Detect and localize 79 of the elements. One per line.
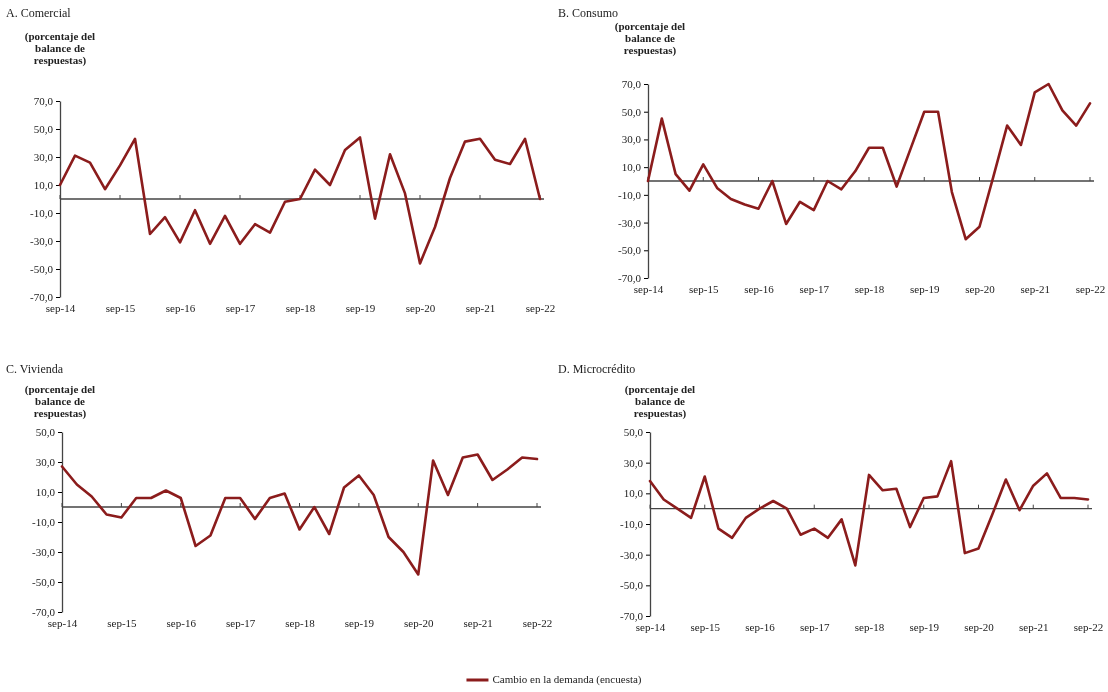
x-tick-label: sep-20 [405,301,436,314]
x-tick-label: sep-16 [165,301,196,314]
y-tick-label: -50,0 [30,263,54,276]
x-tick-label: sep-16 [166,616,197,629]
x-tick-label: sep-20 [964,620,995,633]
line-series [60,453,539,576]
y-tick-label: 10,0 [623,487,644,500]
x-tick-label: sep-18 [854,620,885,633]
line-series [646,82,1092,241]
x-tick-label: sep-21 [463,616,493,629]
y-tick-label: 50,0 [33,123,54,136]
y-tick-label: -50,0 [618,244,642,257]
line-series [648,459,1090,567]
x-tick-label: sep-21 [465,301,496,314]
y-tick-label: -70,0 [32,606,56,619]
x-tick-label: sep-14 [635,620,666,633]
y-tick-label: 10,0 [621,161,642,174]
y-tick-label: -70,0 [30,291,54,304]
x-tick-label: sep-17 [799,282,830,295]
y-tick-label: 70,0 [33,95,54,108]
x-tick-label: sep-20 [965,282,996,295]
x-tick-label: sep-17 [800,620,830,633]
x-tick-label: sep-18 [285,616,316,629]
x-tick-label: sep-14 [47,616,78,629]
x-tick-label: sep-17 [225,301,256,314]
x-tick-label: sep-21 [1020,282,1050,295]
x-tick-label: sep-18 [854,282,885,295]
x-tick-label: sep-21 [1019,620,1049,633]
legend-label: Cambio en la demanda (encuesta) [492,672,642,686]
y-tick-label: 70,0 [621,78,642,91]
y-tick-label: -10,0 [30,207,54,220]
y-tick-label: -50,0 [620,579,644,592]
x-tick-label: sep-22 [1073,620,1104,633]
y-tick-label: -70,0 [618,272,642,285]
y-tick-label: 30,0 [621,133,642,146]
x-tick-label: sep-19 [909,620,940,633]
x-tick-label: sep-18 [285,301,316,314]
y-tick-label: 30,0 [623,456,644,469]
x-tick-label: sep-22 [1075,282,1106,295]
chart-title: D. Microcrédito [558,361,636,376]
y-axis-title: (porcentaje del balance de respuestas) [24,30,96,67]
y-tick-label: 10,0 [35,486,56,499]
y-tick-label: 30,0 [35,456,56,469]
x-tick-label: sep-22 [525,301,556,314]
x-tick-label: sep-16 [745,620,776,633]
chart-title: C. Vivienda [6,361,64,376]
y-axis-title: (porcentaje del balance de respuestas) [624,383,696,420]
y-tick-label: -70,0 [620,610,644,623]
y-tick-label: -50,0 [32,576,56,589]
y-tick-label: 50,0 [35,426,56,439]
y-tick-label: -10,0 [618,188,642,201]
chart-title: A. Comercial [6,5,72,20]
y-axis-title: (porcentaje del balance de respuestas) [24,383,96,420]
x-tick-label: sep-22 [522,616,553,629]
x-tick-label: sep-19 [344,616,375,629]
x-tick-label: sep-14 [45,301,76,314]
y-tick-label: -10,0 [32,516,56,529]
x-tick-label: sep-15 [689,282,719,295]
x-tick-label: sep-15 [690,620,721,633]
y-tick-label: -30,0 [32,546,56,559]
x-tick-label: sep-15 [105,301,136,314]
x-tick-label: sep-19 [910,282,940,295]
y-tick-label: 50,0 [623,426,644,439]
y-tick-label: -10,0 [620,518,644,531]
x-tick-label: sep-16 [744,282,775,295]
y-axis-title: (porcentaje del balance de respuestas) [614,20,686,57]
x-tick-label: sep-14 [633,282,664,295]
y-tick-label: 50,0 [621,105,642,118]
line-series [58,136,542,265]
x-tick-label: sep-19 [345,301,376,314]
y-tick-label: 30,0 [33,151,54,164]
x-tick-label: sep-15 [107,616,138,629]
y-tick-label: -30,0 [618,216,642,229]
x-tick-label: sep-20 [404,616,434,629]
x-tick-label: sep-17 [225,616,256,629]
y-tick-label: -30,0 [30,235,54,248]
y-tick-label: 10,0 [33,179,54,192]
chart-title: B. Consumo [558,5,619,20]
y-tick-label: -30,0 [620,548,644,561]
